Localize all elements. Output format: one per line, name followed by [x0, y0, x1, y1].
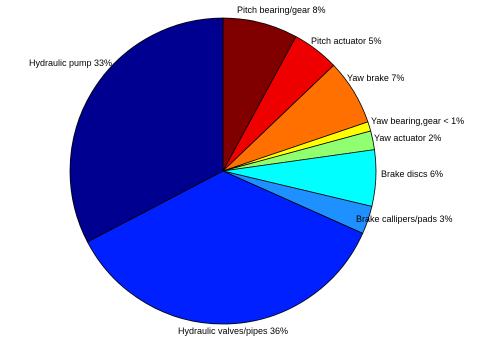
- pie-slice-8: [69, 17, 224, 243]
- pie-slice-label-7: Hydraulic valves/pipes 36%: [178, 326, 288, 336]
- pie-slices: [69, 17, 377, 325]
- pie-slice-label-8: Hydraulic pump 33%: [29, 58, 112, 68]
- pie-slice-label-1: Pitch actuator 5%: [311, 36, 382, 46]
- pie-slice-label-3: Yaw bearing,gear < 1%: [371, 116, 464, 126]
- pie-slice-label-0: Pitch bearing/gear 8%: [237, 5, 326, 15]
- pie-slice-label-5: Brake discs 6%: [381, 169, 443, 179]
- pie-slice-7: [86, 170, 364, 325]
- pie-labels: Pitch bearing/gear 8% Pitch actuator 5% Ya…: [29, 5, 464, 336]
- pie-slice-label-6: Brake callipers/pads 3%: [356, 214, 453, 224]
- pie-slice-label-2: Yaw brake 7%: [347, 73, 404, 83]
- pie-slice-label-4: Yaw actuator 2%: [374, 133, 441, 143]
